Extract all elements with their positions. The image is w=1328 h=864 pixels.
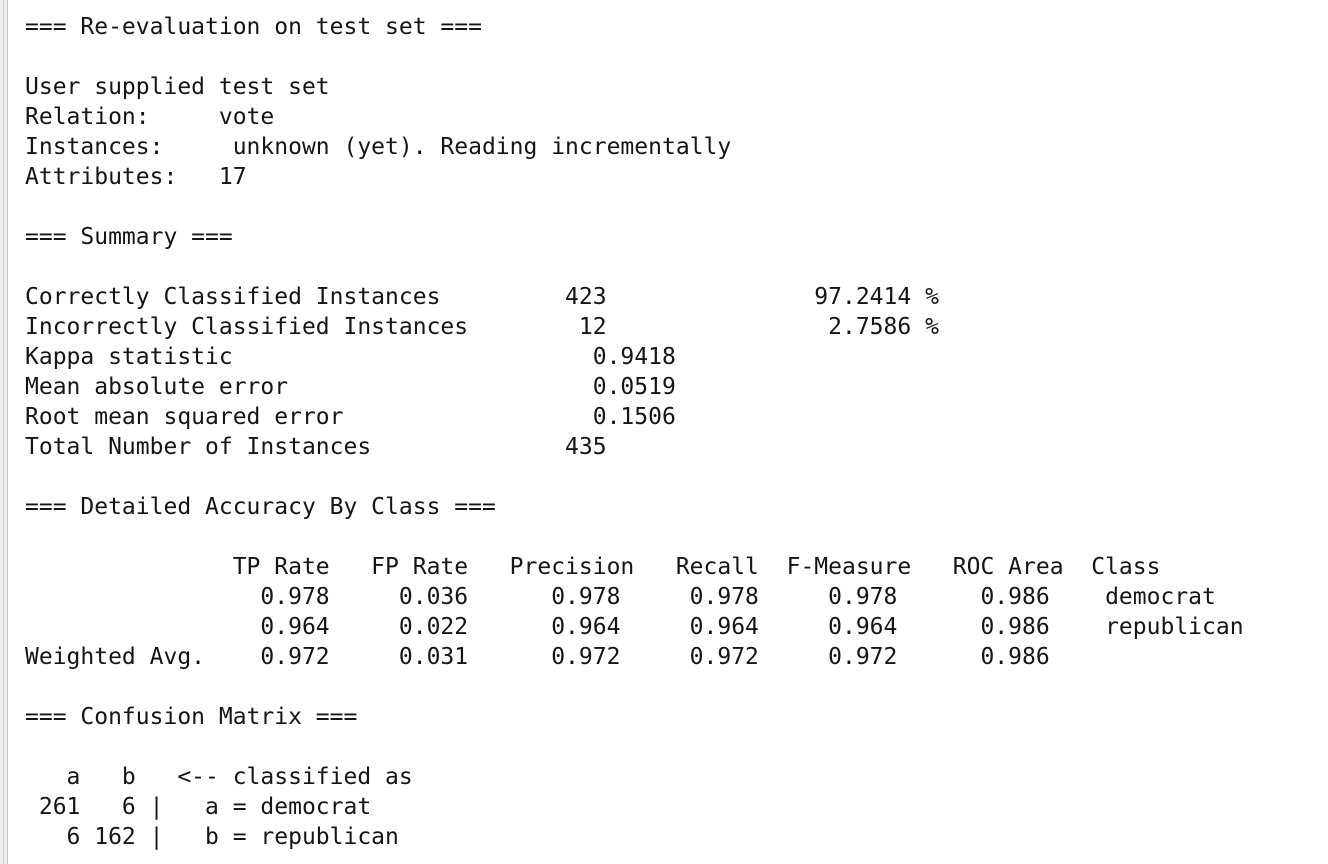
output-line: Total Number of Instances 435	[25, 434, 607, 460]
output-line: Correctly Classified Instances 423 97.24…	[25, 284, 939, 310]
output-line: === Re-evaluation on test set ===	[25, 14, 482, 40]
output-line: 261 6 | a = democrat	[25, 794, 372, 820]
output-line: Attributes: 17	[25, 164, 247, 190]
output-line: === Detailed Accuracy By Class ===	[25, 494, 496, 520]
output-line: 0.964 0.022 0.964 0.964 0.964 0.986 repu…	[25, 614, 1244, 640]
output-line: a b <-- classified as	[25, 764, 413, 790]
output-line: Instances: unknown (yet). Reading increm…	[25, 134, 732, 160]
output-line: TP Rate FP Rate Precision Recall F-Measu…	[25, 554, 1161, 580]
output-line: Kappa statistic 0.9418	[25, 344, 676, 370]
output-line: User supplied test set	[25, 74, 330, 100]
output-line: === Summary ===	[25, 224, 233, 250]
pane-left-border	[0, 0, 8, 864]
output-line: === Confusion Matrix ===	[25, 704, 358, 730]
classifier-output-text: === Re-evaluation on test set === User s…	[9, 0, 1328, 852]
output-line: Mean absolute error 0.0519	[25, 374, 676, 400]
output-line: Relation: vote	[25, 104, 275, 130]
output-line: 6 162 | b = republican	[25, 824, 399, 850]
output-line: Root mean squared error 0.1506	[25, 404, 676, 430]
classifier-output-pane[interactable]: === Re-evaluation on test set === User s…	[9, 0, 1328, 864]
output-line: Weighted Avg. 0.972 0.031 0.972 0.972 0.…	[25, 644, 1050, 670]
output-line: Incorrectly Classified Instances 12 2.75…	[25, 314, 939, 340]
output-line: 0.978 0.036 0.978 0.978 0.978 0.986 demo…	[25, 584, 1216, 610]
